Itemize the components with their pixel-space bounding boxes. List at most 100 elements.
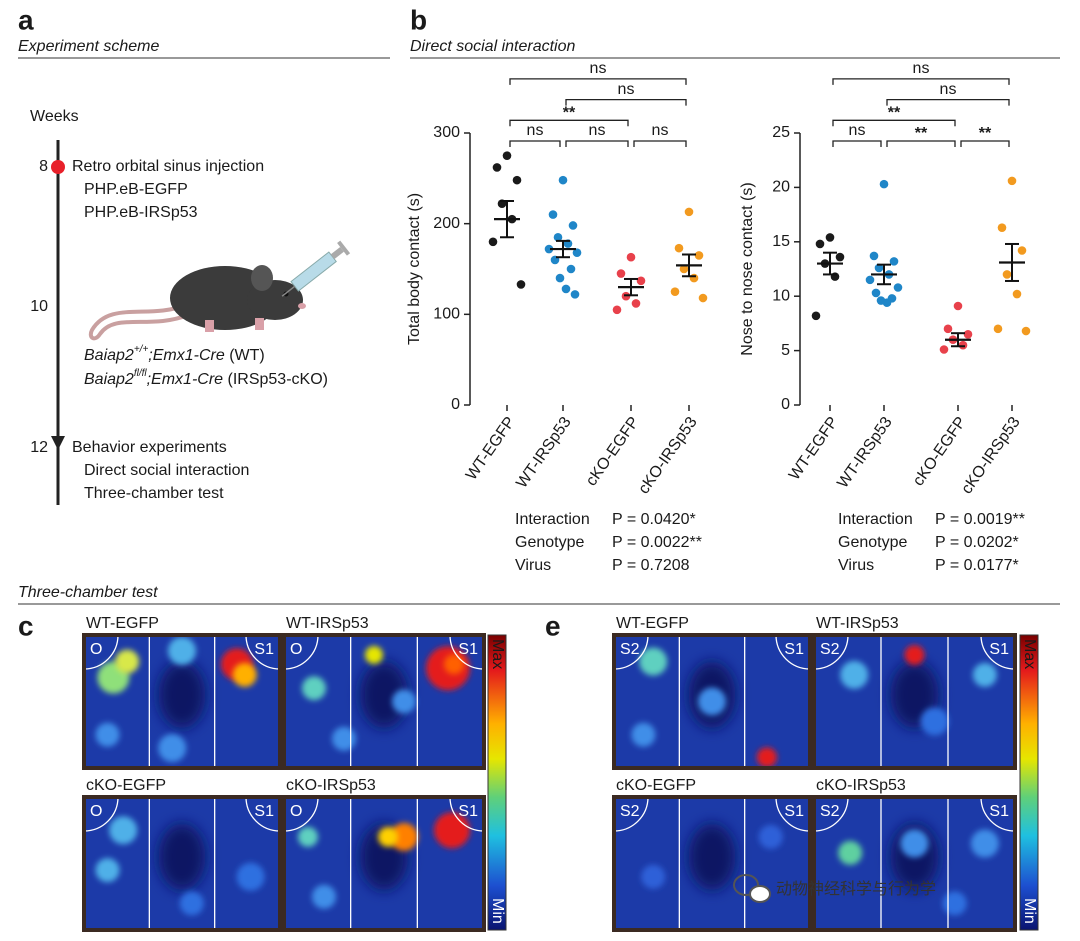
event-detail: Three-chamber test (84, 485, 224, 502)
data-point (636, 276, 646, 286)
y-tick-label: 15 (772, 233, 790, 250)
heatmap-spot (838, 840, 863, 865)
data-point (1007, 176, 1017, 186)
stat-term: Virus (838, 557, 874, 574)
data-point (882, 298, 892, 308)
data-point (1017, 246, 1027, 255)
data-point (889, 257, 899, 266)
stat-term: Interaction (515, 511, 590, 528)
y-tick-label: 0 (781, 396, 790, 413)
panel-letter: b (410, 4, 427, 35)
x-tick-label: WT-IRSp53 (513, 414, 574, 492)
timeline-arrow (51, 436, 65, 450)
heatmap-title: cKO-IRSp53 (286, 777, 376, 794)
zone-label: S1 (458, 641, 478, 658)
stat-term: Genotype (838, 534, 907, 551)
heatmap-title: cKO-EGFP (616, 777, 696, 794)
y-tick-label: 5 (781, 342, 790, 359)
data-point (679, 264, 689, 274)
heatmap-dark (158, 661, 206, 729)
y-tick-label: 10 (772, 287, 790, 304)
significance-bracket (832, 119, 956, 127)
week-label: 12 (30, 439, 48, 456)
sem-bar (556, 239, 570, 259)
heatmap (84, 797, 280, 930)
section-heading: Experiment scheme (18, 38, 159, 55)
zone-label: S1 (784, 803, 804, 820)
colorbar-min: Min (1021, 898, 1038, 924)
zone-arc (245, 635, 280, 670)
data-point (1012, 289, 1022, 299)
x-tick-label: WT-IRSp53 (834, 414, 895, 492)
zone-arc (775, 635, 810, 670)
data-point (568, 221, 578, 230)
data-point (698, 293, 708, 303)
heatmap-spot (302, 676, 326, 701)
zone-label: S1 (458, 803, 478, 820)
heatmap (814, 635, 1015, 768)
significance-label: ns (590, 60, 607, 77)
data-point (544, 244, 554, 254)
y-axis-label: Nose to nose contact (s) (739, 182, 756, 355)
heatmap-title: WT-IRSp53 (816, 615, 899, 632)
zone-label: S1 (254, 803, 274, 820)
event-detail: PHP.eB-EGFP (84, 181, 188, 198)
significance-label: ns (527, 122, 544, 139)
heatmap-spot (95, 722, 120, 747)
heatmap-spot (179, 891, 204, 916)
significance-bracket (509, 78, 687, 85)
heatmap-spot (698, 687, 726, 716)
zone-label: S1 (989, 803, 1009, 820)
zone-arc (449, 797, 484, 832)
heatmap-spot (631, 722, 656, 747)
y-tick-label: 200 (433, 215, 460, 232)
heatmap (614, 797, 810, 930)
stat-result: P = 0.0420* (612, 511, 696, 528)
heatmap-spot (236, 862, 265, 891)
genotype: Baiap2+/+;Emx1-Cre (WT) (84, 344, 265, 365)
heatmap (284, 635, 484, 768)
zone-label: O (290, 803, 302, 820)
data-point (953, 301, 963, 311)
sem-bar (682, 253, 696, 278)
significance-label: ** (888, 105, 901, 122)
y-tick-label: 20 (772, 179, 790, 196)
significance-label: ** (915, 125, 928, 142)
data-point (835, 252, 845, 262)
zone-arc (614, 797, 649, 832)
zone-arc (614, 635, 649, 670)
data-point (815, 239, 825, 249)
data-point (558, 175, 568, 185)
driver: ;Emx1-Cre (147, 371, 224, 388)
sem-bar (823, 251, 837, 276)
heatmap-frame (82, 633, 282, 770)
data-point (997, 223, 1007, 232)
stat-result: P = 0.0019** (935, 511, 1025, 528)
data-point (689, 273, 699, 283)
x-tick-label: cKO-EGFP (583, 414, 643, 489)
watermark: 动物神经科学与行为学 (776, 880, 936, 898)
significance-label: ** (563, 105, 576, 122)
sem-bar (1005, 242, 1019, 282)
zone-label: S2 (620, 641, 640, 658)
heatmap-spot (390, 822, 418, 851)
axis-label: Weeks (30, 108, 79, 125)
x-tick-label: cKO-EGFP (910, 414, 970, 489)
heatmap-title: WT-IRSp53 (286, 615, 369, 632)
heatmap-spot (378, 826, 398, 847)
data-point (939, 345, 949, 354)
significance-bracket (886, 98, 1010, 106)
heatmap-title: cKO-IRSp53 (816, 777, 906, 794)
gene: Baiap2 (84, 371, 134, 388)
y-tick-label: 300 (433, 124, 460, 141)
data-point (548, 210, 558, 219)
injection-dot (51, 160, 65, 174)
heatmap-spot (758, 824, 783, 849)
heatmap-spot (920, 707, 949, 736)
panel-letter: c (18, 610, 34, 641)
data-point (572, 248, 582, 257)
data-point (553, 232, 563, 242)
stat-result: P = 0.0202* (935, 534, 1019, 551)
data-point (570, 290, 580, 299)
y-tick-label: 100 (433, 306, 460, 323)
